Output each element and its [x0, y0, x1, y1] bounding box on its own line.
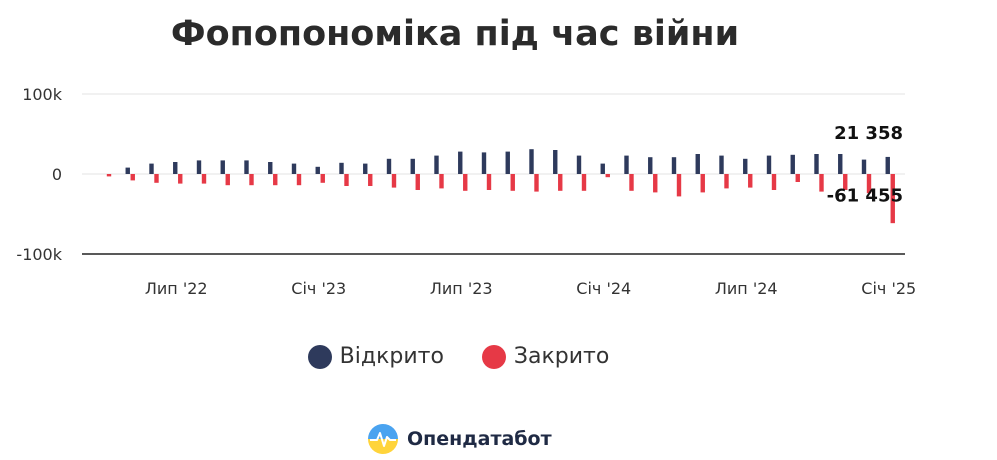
bar-closed[interactable]	[249, 174, 254, 186]
bar-closed[interactable]	[629, 174, 634, 191]
opendatabot-logo-icon	[368, 424, 398, 454]
data-label: 21 358	[834, 123, 903, 144]
bar-opened[interactable]	[339, 162, 344, 174]
bar-opened[interactable]	[149, 163, 154, 174]
bar-opened[interactable]	[291, 163, 297, 174]
bar-closed[interactable]	[273, 174, 278, 186]
legend-label-closed: Закрито	[513, 344, 610, 369]
bar-opened[interactable]	[244, 160, 249, 174]
bar-opened[interactable]	[861, 159, 867, 174]
bar-closed[interactable]	[486, 174, 492, 190]
bar-opened[interactable]	[885, 156, 890, 174]
bar-closed[interactable]	[344, 174, 349, 186]
bar-closed[interactable]	[653, 174, 658, 193]
bar-closed[interactable]	[178, 174, 183, 184]
bar-closed[interactable]	[558, 174, 563, 191]
bar-opened[interactable]	[814, 154, 819, 174]
bar-closed[interactable]	[866, 174, 872, 194]
bar-opened[interactable]	[553, 150, 558, 174]
bar-opened[interactable]	[719, 155, 724, 174]
bar-opened[interactable]	[434, 155, 439, 174]
brand-logo: Опендатабот	[367, 423, 552, 455]
bar-closed[interactable]	[771, 174, 777, 190]
x-tick-label: Лип '23	[430, 279, 493, 298]
bar-closed[interactable]	[106, 174, 112, 177]
bar-opened[interactable]	[671, 157, 677, 174]
bar-opened[interactable]	[743, 158, 748, 174]
bar-closed[interactable]	[463, 174, 468, 191]
bar-closed[interactable]	[605, 174, 610, 178]
x-tick-label: Січ '23	[291, 279, 346, 298]
legend-label-opened: Відкрито	[339, 344, 444, 369]
y-tick-label: 0	[52, 165, 62, 184]
chart-title: Фопопономіка під час війни	[170, 14, 740, 54]
bar-opened[interactable]	[173, 162, 178, 174]
bar-opened[interactable]	[766, 155, 772, 174]
bar-closed[interactable]	[843, 174, 848, 190]
bar-closed[interactable]	[676, 174, 682, 197]
bar-opened[interactable]	[125, 167, 130, 174]
bar-opened[interactable]	[268, 162, 273, 174]
bar-opened[interactable]	[196, 160, 202, 174]
data-label: -61 455	[827, 185, 903, 206]
bar-closed[interactable]	[415, 174, 420, 190]
bar-closed[interactable]	[510, 174, 515, 191]
legend-swatch-opened	[307, 344, 332, 369]
bar-opened[interactable]	[220, 160, 225, 174]
bar-opened[interactable]	[410, 158, 415, 174]
legend-swatch-closed	[481, 344, 506, 369]
legend-item-opened[interactable]: Відкрито	[307, 344, 444, 369]
bar-closed[interactable]	[320, 174, 325, 183]
bar-closed[interactable]	[890, 174, 895, 224]
bar-closed[interactable]	[748, 174, 753, 188]
bar-closed[interactable]	[795, 174, 800, 182]
bar-opened[interactable]	[576, 155, 582, 174]
bar-opened[interactable]	[600, 163, 605, 174]
y-tick-label: -100k	[16, 245, 62, 264]
bar-closed[interactable]	[581, 174, 587, 191]
bar-opened[interactable]	[838, 154, 843, 174]
x-tick-label: Лип '22	[145, 279, 208, 298]
bar-closed[interactable]	[130, 174, 135, 181]
bar-opened[interactable]	[363, 163, 368, 174]
bar-opened[interactable]	[648, 157, 653, 174]
chart-plot: 100k 0 -100k Лип '22 Січ '23 Лип '23 Січ '24 Ли…	[16, 85, 916, 298]
bar-opened[interactable]	[624, 155, 629, 174]
bar-closed[interactable]	[296, 174, 302, 186]
bar-opened[interactable]	[458, 151, 463, 174]
bar-opened[interactable]	[505, 151, 510, 174]
bar-closed[interactable]	[391, 174, 397, 188]
bar-closed[interactable]	[534, 174, 539, 192]
x-tick-label: Січ '24	[576, 279, 631, 298]
chart-legend: Відкрито Закрито	[0, 344, 957, 369]
bar-opened[interactable]	[481, 152, 487, 174]
bar-opened[interactable]	[695, 154, 700, 174]
bar-closed[interactable]	[439, 174, 444, 189]
legend-item-closed[interactable]: Закрито	[481, 344, 610, 369]
bar-opened[interactable]	[529, 149, 534, 174]
bar-opened[interactable]	[386, 158, 392, 174]
bar-closed[interactable]	[368, 174, 373, 186]
x-tick-label: Січ '25	[861, 279, 916, 298]
bar-closed[interactable]	[154, 174, 159, 183]
bar-opened[interactable]	[315, 166, 320, 174]
y-tick-label: 100k	[22, 85, 63, 104]
bar-closed[interactable]	[225, 174, 230, 186]
bar-closed[interactable]	[700, 174, 705, 193]
bar-closed[interactable]	[201, 174, 207, 184]
bar-opened[interactable]	[790, 154, 795, 174]
bar-closed[interactable]	[819, 174, 824, 192]
x-tick-label: Лип '24	[715, 279, 778, 298]
bar-closed[interactable]	[724, 174, 729, 189]
brand-name: Опендатабот	[407, 428, 552, 450]
